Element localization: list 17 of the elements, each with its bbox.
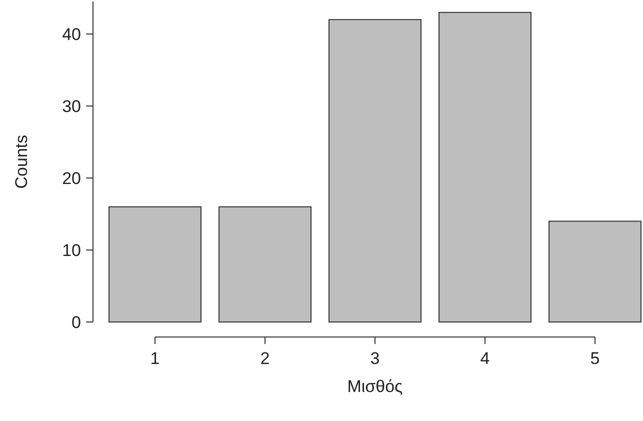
bar	[108, 206, 202, 322]
y-tick-label: 20	[62, 168, 81, 188]
bar	[328, 19, 422, 322]
y-tick-label: 30	[62, 96, 81, 116]
bar	[438, 12, 532, 322]
x-axis-title: Μισθός	[347, 377, 403, 396]
y-axis-title: Counts	[12, 134, 31, 189]
y-tick-label: 10	[62, 240, 81, 260]
y-tick-label: 0	[72, 312, 81, 332]
x-tick-label: 1	[150, 349, 160, 368]
x-tick-label: 5	[590, 349, 600, 368]
y-tick-label: 40	[62, 24, 81, 44]
bar	[548, 220, 642, 322]
x-tick-label: 2	[260, 349, 270, 368]
bar	[218, 206, 312, 322]
x-tick-label: 3	[370, 349, 380, 368]
x-tick-label: 4	[480, 349, 490, 368]
